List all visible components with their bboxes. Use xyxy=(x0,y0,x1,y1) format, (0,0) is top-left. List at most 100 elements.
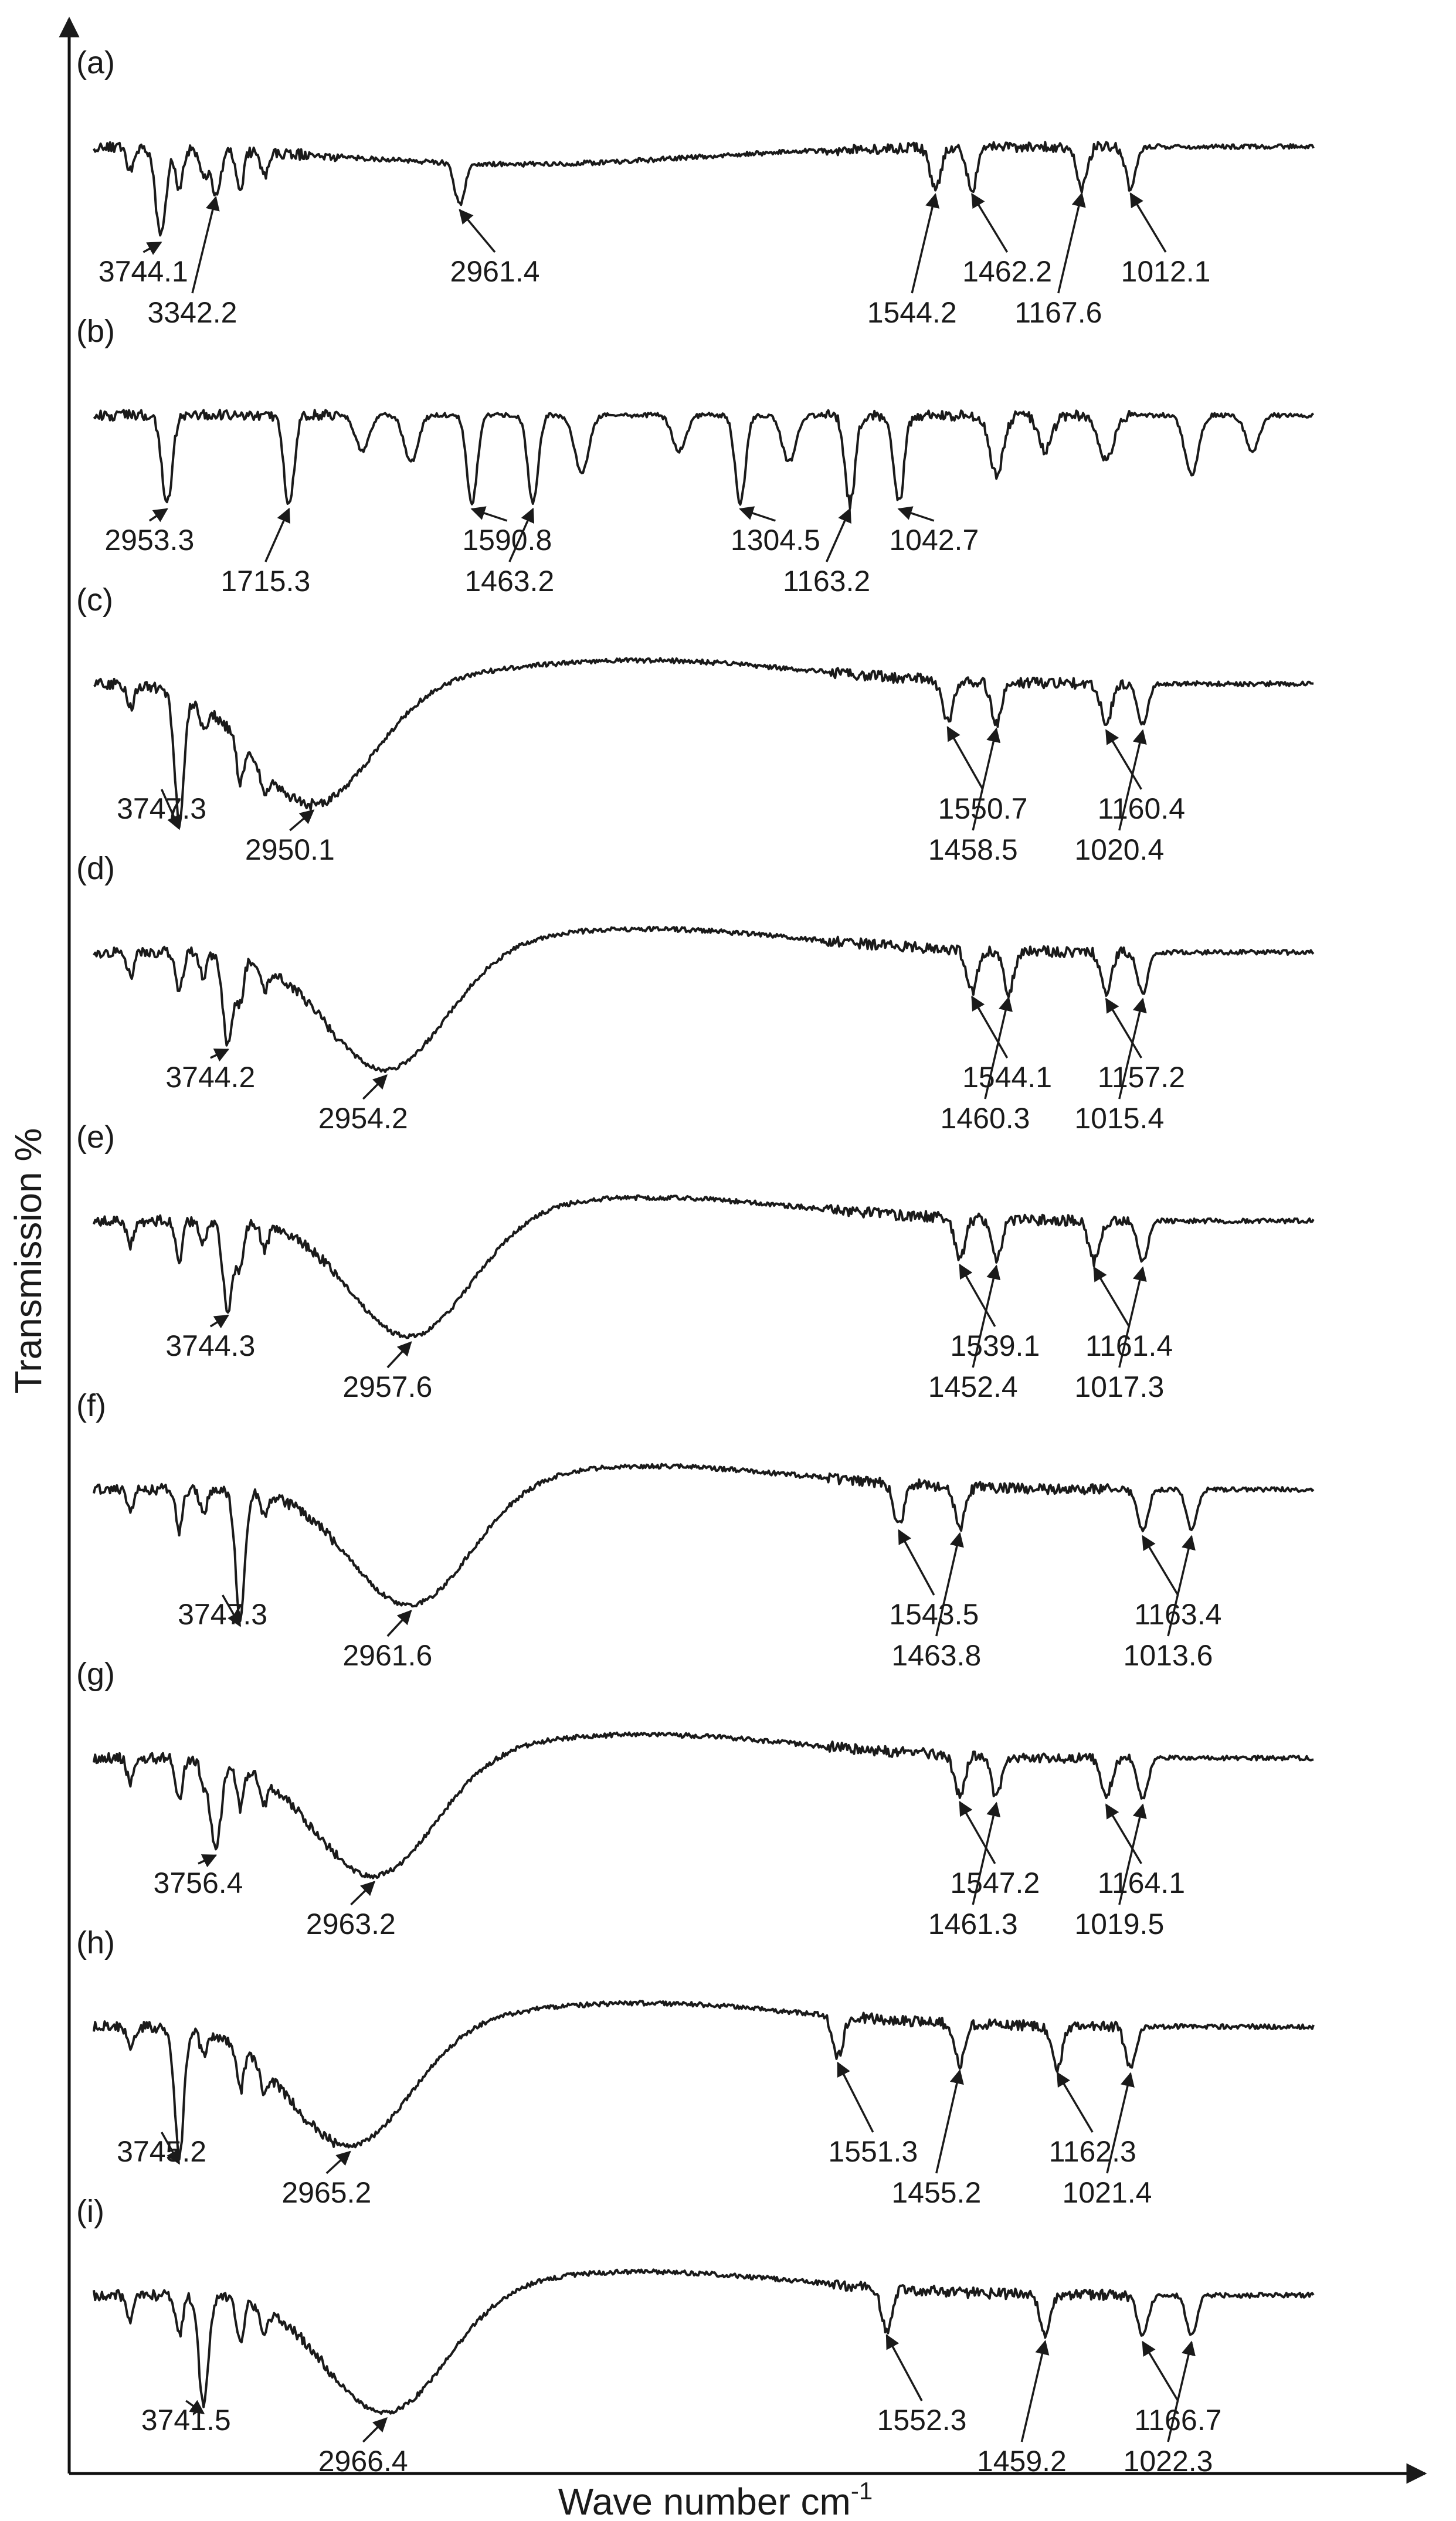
peak-label: 1042.7 xyxy=(889,524,979,557)
peak-label: 1461.3 xyxy=(928,1908,1018,1940)
peak-arrow xyxy=(971,192,1009,253)
peak-arrow xyxy=(935,2069,964,2174)
peak-label: 1019.5 xyxy=(1074,1908,1164,1940)
peak-label: 1161.4 xyxy=(1085,1329,1173,1362)
peak-label: 1459.2 xyxy=(977,2445,1067,2478)
peak-label: 1715.3 xyxy=(220,565,310,598)
peak-arrow xyxy=(1129,192,1167,253)
peak-label: 1463.8 xyxy=(891,1639,981,1672)
peak-arrow xyxy=(362,2417,388,2443)
peak-label: 1160.4 xyxy=(1098,792,1185,825)
peak-label: 1012.1 xyxy=(1121,255,1211,288)
peak-label: 2950.1 xyxy=(245,833,335,866)
panel-label: (g) xyxy=(76,1657,115,1692)
peak-label: 1157.2 xyxy=(1098,1061,1185,1094)
peak-label: 1543.5 xyxy=(889,1598,979,1631)
peak-arrow xyxy=(198,1854,218,1868)
peak-label: 1590.8 xyxy=(462,524,552,557)
peak-arrow xyxy=(1118,1803,1147,1905)
spectrum-curve xyxy=(93,657,1314,829)
peak-arrow xyxy=(386,1610,412,1637)
x-axis-label-superscript: -1 xyxy=(851,2477,873,2505)
peak-label: 1455.2 xyxy=(891,2176,981,2209)
peak-arrow xyxy=(386,1341,412,1369)
peak-label: 3747.3 xyxy=(178,1598,267,1631)
panel-label: (d) xyxy=(76,851,115,886)
peak-arrow xyxy=(191,195,220,294)
peak-arrow xyxy=(1167,2340,1196,2442)
peak-label: 1539.1 xyxy=(950,1329,1040,1362)
peak-arrow xyxy=(897,506,935,522)
peak-arrow xyxy=(1118,1266,1147,1368)
y-axis-label: Transmission % xyxy=(7,1128,49,1394)
peak-arrow xyxy=(210,1049,230,1062)
peak-label: 1544.1 xyxy=(962,1061,1052,1094)
panel-label: (f) xyxy=(76,1388,106,1423)
spectrum-curve xyxy=(93,2268,1315,2415)
panel-label: (a) xyxy=(76,45,115,80)
peak-arrow xyxy=(161,789,181,830)
peak-arrow xyxy=(325,2150,351,2174)
peak-arrow xyxy=(898,1529,935,1596)
peak-label: 1167.6 xyxy=(1014,296,1102,329)
peak-label: 1162.3 xyxy=(1049,2135,1136,2168)
peak-arrow xyxy=(459,209,496,253)
peak-label: 1304.5 xyxy=(731,524,820,557)
peak-arrow xyxy=(142,241,162,255)
peak-arrow xyxy=(1105,729,1142,790)
peak-arrow xyxy=(984,996,1013,1100)
x-axis-label-text: Wave number cm xyxy=(558,2481,851,2521)
peak-label: 1017.3 xyxy=(1074,1370,1164,1403)
peak-arrow xyxy=(185,2400,205,2414)
peak-label: 2954.2 xyxy=(318,1102,408,1135)
peak-label: 3744.1 xyxy=(99,255,188,288)
peak-arrow xyxy=(1106,2072,1135,2174)
peak-arrow xyxy=(935,1532,964,1637)
peak-arrow xyxy=(222,1594,242,1627)
peak-label: 1021.4 xyxy=(1063,2176,1152,2209)
peak-label: 1458.5 xyxy=(928,833,1018,866)
peak-label: 2961.4 xyxy=(450,255,540,288)
peak-label: 1452.4 xyxy=(928,1370,1018,1403)
spectrum-curve xyxy=(93,1731,1314,1879)
peak-label: 2966.4 xyxy=(318,2445,408,2478)
peak-arrow xyxy=(911,193,940,294)
peak-arrow xyxy=(1020,2340,1050,2442)
peak-arrow xyxy=(1118,997,1147,1100)
peak-arrow xyxy=(959,1263,996,1327)
peak-label: 3747.3 xyxy=(117,792,206,825)
peak-label: 3744.3 xyxy=(165,1329,255,1362)
peak-label: 1460.3 xyxy=(941,1102,1030,1135)
peak-label: 1164.1 xyxy=(1098,1867,1185,1899)
peak-label: 3745.2 xyxy=(117,2135,206,2168)
peak-label: 1462.2 xyxy=(962,255,1052,288)
peak-label: 1463.2 xyxy=(464,565,554,598)
peak-arrow xyxy=(1118,729,1147,831)
spectrum-curve xyxy=(93,1463,1315,1623)
peak-arrow xyxy=(971,995,1009,1058)
spectrum-curve xyxy=(93,1194,1315,1339)
peak-label: 1544.2 xyxy=(867,296,957,329)
spectrum-curve xyxy=(93,925,1315,1073)
peak-label: 1550.7 xyxy=(938,792,1028,825)
peak-arrow xyxy=(1142,1535,1179,1596)
peak-label: 2963.2 xyxy=(306,1908,396,1940)
peak-arrow xyxy=(1142,2340,1179,2401)
peak-label: 1551.3 xyxy=(828,2135,918,2168)
peak-arrow xyxy=(209,1314,229,1329)
panel-label: (b) xyxy=(76,314,115,349)
peak-label: 1020.4 xyxy=(1074,833,1164,866)
peak-arrow xyxy=(1167,1535,1196,1637)
peak-label: 1547.2 xyxy=(950,1867,1040,1899)
peak-arrow xyxy=(148,508,168,522)
peak-label: 1013.6 xyxy=(1124,1639,1213,1672)
peak-label: 3342.2 xyxy=(148,296,237,329)
peak-arrow xyxy=(959,1800,996,1864)
peak-label: 2957.6 xyxy=(342,1370,432,1403)
peak-arrow xyxy=(362,1074,388,1100)
peak-arrow xyxy=(161,2132,181,2165)
peak-label: 1163.4 xyxy=(1134,1598,1221,1631)
peak-arrow xyxy=(264,507,291,562)
panel-label: (h) xyxy=(76,1925,115,1960)
